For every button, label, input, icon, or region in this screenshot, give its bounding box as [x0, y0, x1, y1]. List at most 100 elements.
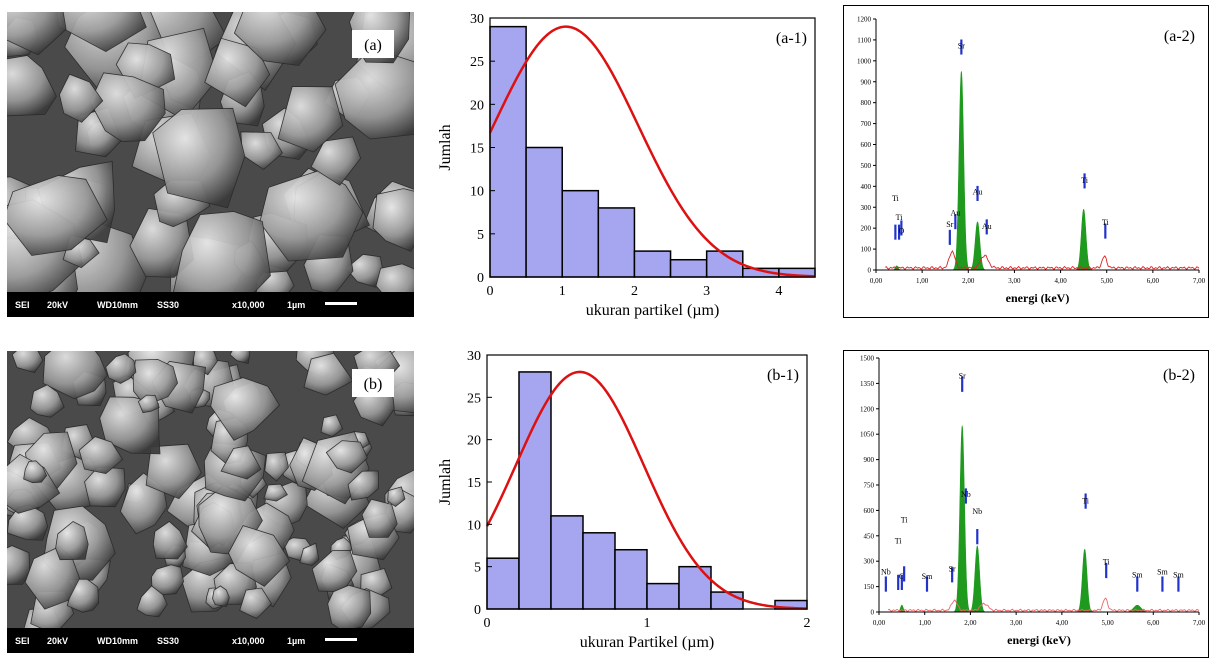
x-tick-label: 2,00 [962, 277, 975, 285]
x-tick-label: 2 [631, 284, 638, 299]
x-tick-label: 3,00 [1010, 619, 1023, 627]
histogram-bar [525, 146, 563, 278]
x-tick-label: 4,00 [1056, 619, 1069, 627]
sem-grain [132, 358, 179, 406]
sem-scale-bar [325, 302, 357, 305]
sem-grain [58, 73, 104, 123]
element-label: Sr [946, 220, 953, 229]
sem-grain [212, 585, 230, 607]
histogram-bar [678, 565, 712, 610]
histogram-bar [669, 258, 708, 278]
sem-info-text: 20kV [47, 300, 68, 310]
y-tick-label: 150 [864, 583, 875, 591]
sem-grain [136, 585, 168, 618]
eds-peak [967, 221, 987, 271]
element-label: Sr [949, 564, 956, 573]
x-tick-label: 1 [644, 616, 651, 631]
histogram-bar [518, 371, 552, 610]
element-label: Sm [922, 572, 933, 581]
sem-grain [299, 542, 320, 566]
eds-border [843, 350, 1209, 658]
x-tick-label: 5,00 [1101, 277, 1114, 285]
sem-info-text: WD10mm [97, 300, 138, 310]
element-label: Ti [896, 213, 904, 222]
y-tick-label: 5 [474, 561, 481, 576]
element-label: Au [950, 209, 960, 218]
y-tick-label: 0 [868, 267, 872, 275]
x-tick-label: 3,00 [1008, 277, 1021, 285]
histogram-bar [561, 189, 600, 278]
y-tick-label: 700 [861, 120, 872, 128]
sem-micrograph-a: (a) SEI 20kV WD10mm SS30 x10,000 1µm [0, 0, 452, 329]
sem-grain [387, 486, 406, 507]
y-tick-label: 0 [474, 603, 481, 618]
sem-info-text: SS30 [157, 636, 179, 646]
y-tick-label: 400 [861, 183, 872, 191]
x-tick-label: 5,00 [1101, 619, 1114, 627]
histogram-b1: 0 5 10 15 20 25 30 0 1 2 ukuran Partikel (µm) Jumla… [432, 346, 824, 662]
y-tick-label: 15 [470, 142, 484, 157]
panel-label: (a-1) [776, 30, 807, 47]
y-tick-label: 1200 [857, 16, 872, 24]
sem-image-a: (a) SEI 20kV WD10mm SS30 x10,000 1µm [0, 0, 452, 329]
sem-info-text: SEI [15, 300, 30, 310]
sem-grain [239, 587, 273, 620]
y-tick-label: 30 [467, 349, 481, 364]
y-tick-label: 500 [861, 162, 872, 170]
x-axis-label: energi (keV) [1007, 633, 1071, 647]
sem-info-text: SEI [15, 636, 30, 646]
histogram-bar [614, 548, 648, 610]
sem-grain [277, 86, 344, 153]
element-label: Au [973, 188, 983, 197]
sem-grain [264, 451, 289, 482]
y-tick-label: 10 [470, 185, 484, 200]
eds-spectrum-a2: 0 100 200 300 400 500 600 700 800 900 1000 1100 1200… [843, 5, 1209, 318]
element-label: Ti [1102, 218, 1110, 227]
eds-baseline [887, 597, 1200, 613]
sem-grain [334, 53, 434, 140]
histogram-b1-chart: 0 5 10 15 20 25 30 0 1 2 ukuran Partikel (µm) Jumla… [437, 349, 811, 651]
x-axis-label: ukuran partikel (µm) [586, 302, 720, 319]
y-tick-label: 800 [861, 99, 872, 107]
sem-grain [23, 460, 48, 484]
x-tick-label: 4 [775, 284, 782, 299]
sem-grain [0, 0, 67, 56]
histogram-bar [710, 591, 744, 610]
element-label: Sm [1173, 570, 1184, 579]
x-tick-label: 0 [484, 616, 491, 631]
y-tick-label: 900 [864, 456, 875, 464]
element-label: Sr [959, 371, 966, 380]
sem-info-text: 20kV [47, 636, 68, 646]
eds-a2-chart: 0 100 200 300 400 500 600 700 800 900 1000 1100 1200… [843, 5, 1209, 318]
sem-grain [84, 467, 126, 508]
sem-image-b: (b) SEI 20kV WD10mm SS30 x10,000 1µm [0, 331, 447, 653]
histogram-bar [633, 250, 672, 278]
y-tick-label: 20 [467, 434, 481, 449]
sem-grain [105, 353, 137, 384]
y-tick-label: 600 [861, 141, 872, 149]
element-label: Nb [961, 490, 971, 499]
element-label: Sm [1132, 570, 1143, 579]
y-tick-label: 30 [470, 12, 484, 27]
y-tick-label: 20 [470, 98, 484, 113]
y-tick-label: 1100 [857, 36, 871, 44]
x-axis-label: ukuran Partikel (µm) [580, 634, 715, 651]
y-tick-label: 100 [861, 246, 872, 254]
sem-grain [303, 352, 354, 396]
sem-panel-label: (a) [364, 37, 382, 54]
y-tick-label: 1500 [860, 355, 875, 363]
y-tick-label: 450 [864, 532, 875, 540]
element-label: Au [982, 222, 992, 231]
sem-grain [210, 377, 281, 441]
y-tick-label: 25 [467, 391, 481, 406]
sem-grain [0, 545, 31, 585]
y-tick-label: 5 [477, 228, 484, 243]
sem-grain [347, 470, 380, 501]
sem-grain [6, 504, 49, 541]
x-tick-label: 7,00 [1193, 277, 1206, 285]
sem-info-text: 1µm [287, 300, 305, 310]
eds-peak [951, 71, 971, 271]
y-tick-label: 1000 [857, 57, 872, 65]
normal-fit-curve [488, 25, 816, 278]
y-tick-label: 300 [864, 558, 875, 566]
